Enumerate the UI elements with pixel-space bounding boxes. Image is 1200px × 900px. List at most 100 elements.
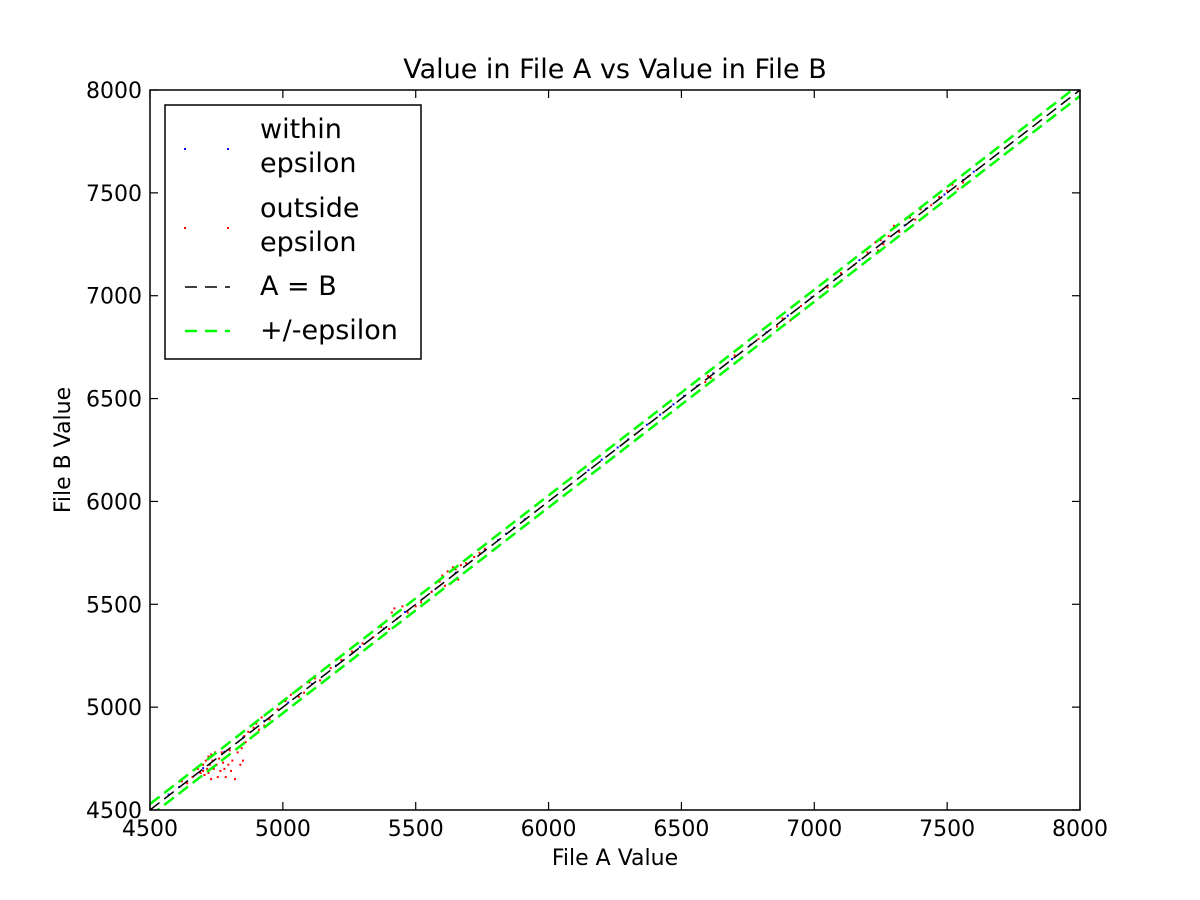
x-tick-label-0: 4500 bbox=[122, 817, 178, 842]
legend-frame bbox=[164, 104, 422, 360]
outside-point-24 bbox=[223, 767, 226, 770]
chart-title: Value in File A vs Value in File B bbox=[403, 54, 827, 85]
outside-point-48 bbox=[289, 693, 292, 696]
outside-point-81 bbox=[465, 562, 468, 565]
outside-point-16 bbox=[212, 767, 215, 770]
outside-point-83 bbox=[478, 551, 481, 554]
outside-point-33 bbox=[239, 763, 242, 766]
outside-point-5 bbox=[202, 763, 205, 766]
outside-point-82 bbox=[473, 555, 476, 558]
outside-point-25 bbox=[224, 776, 227, 779]
x-tick-label-5: 7000 bbox=[786, 817, 842, 842]
outside-point-30 bbox=[231, 759, 234, 762]
outside-point-86 bbox=[707, 374, 709, 377]
legend-label-0: within epsilon bbox=[260, 114, 356, 179]
legend-marker-0-1 bbox=[227, 148, 229, 150]
outside-point-84 bbox=[483, 547, 486, 550]
outside-point-75 bbox=[446, 570, 449, 573]
outside-point-12 bbox=[208, 763, 211, 766]
outside-point-0 bbox=[180, 780, 183, 783]
x-tick-label-4: 6500 bbox=[653, 817, 709, 842]
outside-point-91 bbox=[781, 317, 784, 320]
outside-point-103 bbox=[893, 224, 895, 227]
outside-point-99 bbox=[877, 249, 880, 252]
within-point-39 bbox=[943, 193, 946, 196]
epsilon-line-0 bbox=[150, 90, 1075, 805]
epsilon-line-1 bbox=[155, 95, 1080, 810]
outside-point-2 bbox=[191, 776, 194, 779]
outside-point-42 bbox=[257, 728, 260, 731]
outside-point-38 bbox=[247, 730, 250, 733]
y-tick-label-1: 5000 bbox=[86, 696, 142, 721]
outside-point-80 bbox=[459, 564, 462, 567]
outside-point-85 bbox=[704, 381, 707, 384]
outside-point-110 bbox=[946, 189, 949, 192]
plot-area bbox=[149, 89, 1081, 811]
outside-point-57 bbox=[340, 658, 343, 661]
outside-point-36 bbox=[243, 734, 246, 737]
outside-point-6 bbox=[202, 769, 205, 772]
outside-point-59 bbox=[361, 642, 364, 645]
outside-point-97 bbox=[866, 251, 869, 254]
outside-point-56 bbox=[329, 667, 332, 670]
outside-point-105 bbox=[908, 216, 911, 219]
outside-point-108 bbox=[930, 204, 933, 207]
outside-point-29 bbox=[230, 769, 233, 772]
y-tick-label-7: 8000 bbox=[86, 79, 142, 104]
outside-point-98 bbox=[874, 241, 877, 244]
within-point-20 bbox=[600, 458, 603, 461]
outside-point-70 bbox=[420, 601, 423, 604]
within-point-6 bbox=[287, 701, 290, 704]
outside-point-1 bbox=[186, 782, 189, 785]
outside-point-61 bbox=[380, 625, 383, 628]
y-tick-label-6: 7500 bbox=[86, 182, 142, 207]
y-tick-label-4: 6500 bbox=[86, 388, 142, 413]
outside-point-54 bbox=[313, 677, 316, 680]
outside-point-73 bbox=[441, 574, 444, 577]
within-point-24 bbox=[659, 413, 662, 416]
outside-point-4 bbox=[199, 771, 202, 774]
y-tick-label-0: 4500 bbox=[86, 799, 142, 824]
series-layer bbox=[150, 90, 1080, 810]
outside-point-21 bbox=[219, 769, 222, 772]
outside-point-112 bbox=[956, 187, 959, 190]
outside-point-20 bbox=[218, 757, 221, 760]
outside-point-64 bbox=[390, 611, 393, 614]
outside-point-79 bbox=[457, 578, 460, 581]
outside-point-101 bbox=[882, 243, 885, 246]
x-tick-label-7: 8000 bbox=[1052, 817, 1108, 842]
outside-point-95 bbox=[839, 272, 842, 275]
outside-point-63 bbox=[388, 627, 391, 630]
outside-point-107 bbox=[919, 208, 922, 211]
outside-point-40 bbox=[252, 726, 255, 729]
outside-point-9 bbox=[206, 767, 209, 770]
outside-point-10 bbox=[207, 755, 210, 758]
x-tick-label-6: 7500 bbox=[919, 817, 975, 842]
outside-point-22 bbox=[220, 751, 223, 754]
outside-point-19 bbox=[216, 776, 219, 779]
legend-marker-0-0 bbox=[184, 148, 186, 150]
outside-point-88 bbox=[733, 354, 736, 357]
x-axis-label: File A Value bbox=[552, 846, 678, 871]
outside-point-41 bbox=[255, 722, 258, 725]
outside-point-111 bbox=[951, 183, 954, 186]
outside-point-90 bbox=[776, 325, 779, 328]
outside-point-72 bbox=[438, 580, 441, 583]
outside-point-34 bbox=[240, 747, 243, 750]
outside-point-32 bbox=[236, 751, 239, 754]
x-tick-label-1: 5000 bbox=[255, 817, 311, 842]
within-point-11 bbox=[404, 610, 407, 613]
legend-label-2: A = B bbox=[260, 271, 337, 302]
within-point-19 bbox=[587, 469, 590, 472]
outside-point-102 bbox=[887, 235, 890, 238]
within-point-35 bbox=[858, 259, 861, 262]
x-tick-label-2: 5500 bbox=[388, 817, 444, 842]
outside-point-109 bbox=[938, 195, 941, 198]
outside-point-35 bbox=[242, 759, 244, 762]
outside-point-113 bbox=[962, 181, 965, 184]
within-point-29 bbox=[730, 358, 733, 361]
outside-point-93 bbox=[800, 305, 802, 307]
outside-point-44 bbox=[263, 724, 266, 727]
outside-point-69 bbox=[414, 605, 417, 608]
